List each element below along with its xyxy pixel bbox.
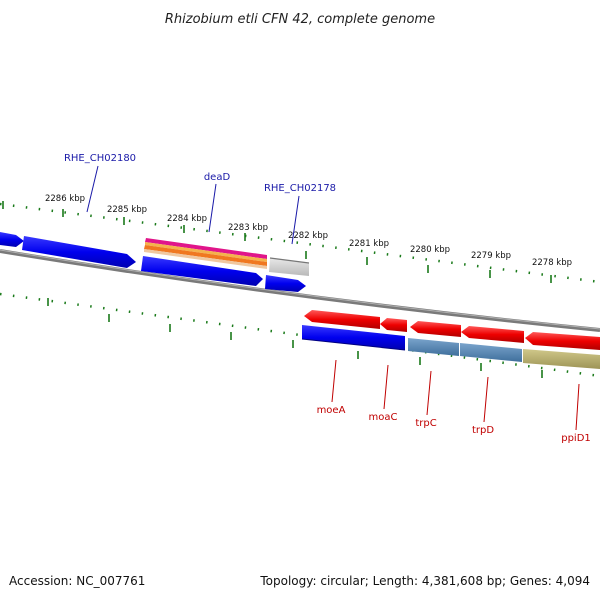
gene-arrow[interactable]	[461, 326, 524, 343]
upper-gene-labels: RHE_CH02180 deaD RHE_CH02178	[64, 153, 336, 194]
gene-arrow[interactable]	[141, 256, 263, 286]
lower-major-ticks	[47, 298, 543, 378]
gene-arrow[interactable]	[265, 275, 306, 292]
lower-gene-row	[301, 310, 600, 369]
upper-label-leaders	[86, 165, 300, 245]
gene-label-ppid1[interactable]: ppiD1	[561, 433, 591, 444]
gene-label-dead[interactable]: deaD	[204, 172, 231, 183]
gene-band[interactable]	[144, 245, 267, 266]
tick-label-2282: 2282 kbp	[288, 231, 328, 241]
gene-arrow[interactable]	[380, 318, 407, 332]
tick-label-2286: 2286 kbp	[45, 194, 85, 204]
tick-label-2281: 2281 kbp	[349, 239, 389, 249]
gene-arrow[interactable]	[22, 236, 136, 268]
gene-label-trpc[interactable]: trpC	[415, 418, 436, 429]
gene-arrow[interactable]	[0, 232, 24, 247]
lower-label-leaders	[331, 359, 580, 431]
gene-arrow[interactable]	[410, 321, 461, 337]
accession-text: Accession: NC_007761	[9, 574, 145, 588]
gene-bar[interactable]	[408, 338, 459, 356]
genome-summary-text: Topology: circular; Length: 4,381,608 bp…	[259, 574, 590, 588]
gene-band[interactable]	[145, 238, 267, 259]
gene-label-rhe-ch02180[interactable]: RHE_CH02180	[64, 153, 136, 164]
gene-band[interactable]	[144, 249, 267, 269]
upper-gene-row	[0, 232, 310, 292]
genome-backbone	[0, 249, 600, 332]
gene-label-trpd[interactable]: trpD	[472, 425, 494, 436]
kbp-labels: 2286 kbp 2285 kbp 2284 kbp 2283 kbp 2282…	[45, 194, 572, 268]
gene-bar[interactable]	[523, 349, 600, 369]
gene-arrow[interactable]	[525, 332, 600, 350]
gene-band[interactable]	[145, 242, 267, 262]
tick-label-2280: 2280 kbp	[410, 245, 450, 255]
tick-label-2279: 2279 kbp	[471, 251, 511, 261]
upper-major-ticks	[2, 201, 552, 283]
map-title: Rhizobium etli CFN 42, complete genome	[165, 12, 435, 27]
gene-label-moea[interactable]: moeA	[317, 405, 346, 416]
gene-bar[interactable]	[302, 325, 405, 350]
tick-label-2283: 2283 kbp	[228, 223, 268, 233]
tick-label-2278: 2278 kbp	[532, 258, 572, 268]
lower-gene-labels: moeA moaC trpC trpD ppiD1	[317, 405, 591, 444]
gene-label-rhe-ch02178[interactable]: RHE_CH02178	[264, 183, 336, 194]
gene-band[interactable]	[269, 258, 309, 276]
gene-label-moac[interactable]: moaC	[369, 412, 398, 423]
gene-bar[interactable]	[460, 343, 522, 362]
tick-label-2284: 2284 kbp	[167, 214, 207, 224]
tick-label-2285: 2285 kbp	[107, 205, 147, 215]
gene-arrow[interactable]	[304, 310, 380, 329]
